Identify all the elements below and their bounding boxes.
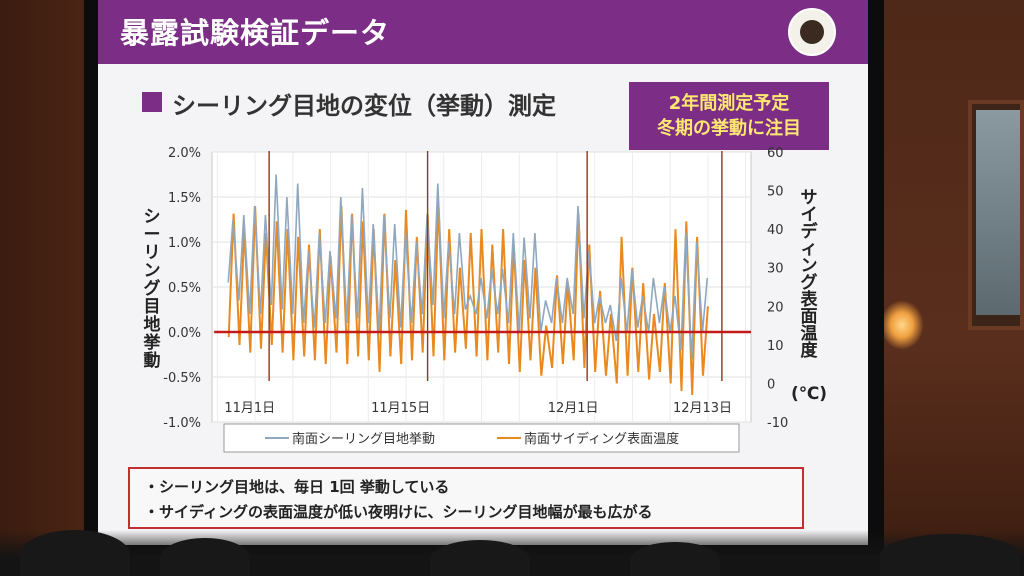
x-tick-label: 12月1日 — [548, 401, 599, 416]
left-axis-label-char: リ — [144, 243, 161, 263]
x-tick-label: 12月13日 — [673, 401, 732, 416]
left-axis-label-char: ン — [144, 261, 161, 281]
right-tick-label: 30 — [767, 262, 784, 277]
door-window — [976, 110, 1020, 315]
audience-silhouettes — [0, 530, 1024, 576]
note-line-2: 冬期の挙動に注目 — [657, 118, 801, 139]
right-tick-label: 0 — [767, 377, 775, 392]
right-axis-label-char: 温 — [801, 324, 818, 344]
audience-head — [880, 534, 1020, 576]
legend-label-temperature: 南面サイディング表面温度 — [524, 431, 679, 447]
audience-head — [630, 542, 720, 576]
left-tick-label: 1.5% — [168, 191, 201, 206]
right-tick-label: -10 — [767, 416, 788, 431]
note-line-1: 2年間測定予定 — [668, 93, 790, 114]
legend-label-joint: 南面シーリング目地挙動 — [292, 431, 435, 447]
right-axis-label-char: 面 — [801, 307, 818, 327]
presentation-slide: 暴露試験検証データ シーリング目地の変位（挙動）測定 2年間測定予定 冬期の挙動… — [98, 0, 868, 545]
left-tick-label: -1.0% — [163, 416, 201, 431]
right-axis-label-char: 度 — [801, 340, 819, 361]
measurement-note: 2年間測定予定 冬期の挙動に注目 — [629, 82, 829, 150]
right-axis-label-char: 表 — [801, 289, 819, 310]
right-axis-label-char: サ — [801, 188, 818, 208]
left-axis-label-char: ー — [144, 225, 161, 245]
audience-head — [430, 540, 530, 576]
chart-legend: 南面シーリング目地挙動 南面サイディング表面温度 — [223, 423, 740, 453]
right-tick-label: 10 — [767, 339, 784, 354]
right-tick-label: 40 — [767, 223, 784, 238]
left-axis-ticks: 2.0% 1.5% 1.0% 0.5% 0.0% -0.5% -1.0% — [163, 146, 201, 431]
left-axis-label-char: 地 — [144, 314, 161, 335]
left-tick-label: 0.5% — [168, 281, 201, 296]
left-axis-label-char: 目 — [144, 297, 161, 317]
right-axis-label-char: グ — [801, 272, 818, 293]
left-axis-label-char: 動 — [144, 350, 161, 371]
x-axis-ticks: 11月1日 11月15日 12月1日 12月13日 — [224, 401, 732, 416]
series-line-joint-movement — [227, 174, 709, 360]
x-tick-label: 11月1日 — [224, 401, 275, 416]
x-tick-label: 11月15日 — [371, 401, 430, 416]
series-lines — [214, 151, 751, 396]
slide-header: 暴露試験検証データ — [98, 0, 868, 64]
right-tick-label: 60 — [767, 146, 784, 161]
audience-head — [20, 530, 130, 576]
left-axis-label-char: シ — [144, 207, 161, 227]
displacement-chart: 2.0% 1.5% 1.0% 0.5% 0.0% -0.5% -1.0% 60 50 40 30 2… — [143, 146, 827, 453]
audience-head — [160, 538, 250, 576]
company-logo-icon — [788, 8, 836, 56]
right-axis-unit: (℃) — [791, 384, 827, 404]
right-axis-label-char: ン — [801, 256, 818, 276]
legend-box — [223, 423, 740, 453]
left-tick-label: -0.5% — [163, 371, 201, 386]
right-axis-label-char: ィ — [801, 239, 818, 259]
left-axis-label-char: 挙 — [143, 332, 162, 353]
summary-box: ・シーリング目地は、毎日 1回 挙動している ・サイディングの表面温度が低い夜明… — [128, 467, 804, 529]
section-bullet-icon — [142, 92, 162, 112]
left-axis-label-char: グ — [144, 278, 161, 299]
left-axis-label: シーリング目地挙動 — [143, 207, 162, 371]
logo-emblem — [800, 20, 824, 44]
slide-title: 暴露試験検証データ — [120, 16, 391, 50]
right-axis-ticks: 60 50 40 30 20 10 0 -10 — [767, 146, 788, 431]
section-title: シーリング目地の変位（挙動）測定 — [172, 92, 556, 120]
wall-lamp — [880, 300, 924, 350]
right-tick-label: 20 — [767, 300, 784, 315]
right-axis-label-char: イ — [801, 205, 818, 225]
left-tick-label: 0.0% — [168, 326, 201, 341]
summary-bullet-1: ・シーリング目地は、毎日 1回 挙動している — [144, 478, 450, 496]
right-axis-label-char: デ — [801, 221, 819, 242]
right-tick-label: 50 — [767, 185, 784, 200]
right-axis-label: サイディング表面温度 — [801, 188, 819, 361]
left-tick-label: 2.0% — [168, 146, 201, 161]
summary-bullet-2: ・サイディングの表面温度が低い夜明けに、シーリング目地幅が最も広がる — [144, 503, 653, 521]
left-tick-label: 1.0% — [168, 236, 201, 251]
